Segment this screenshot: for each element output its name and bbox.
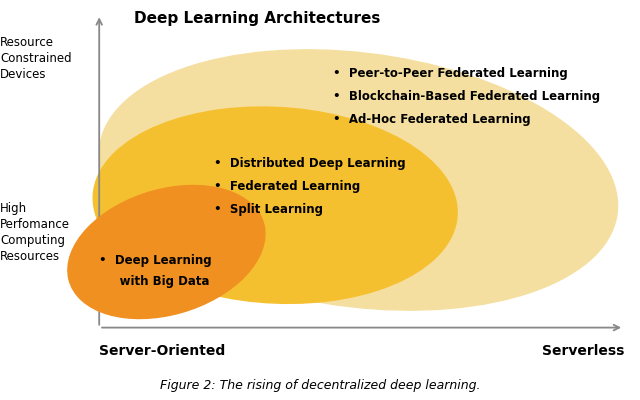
Ellipse shape — [93, 107, 457, 303]
Text: •  Distributed Deep Learning: • Distributed Deep Learning — [214, 157, 406, 170]
Ellipse shape — [68, 186, 265, 318]
Text: High
Perfomance
Computing
Resources: High Perfomance Computing Resources — [0, 202, 70, 262]
Text: •  Blockchain-Based Federated Learning: • Blockchain-Based Federated Learning — [333, 90, 600, 103]
Text: Figure 2: The rising of decentralized deep learning.: Figure 2: The rising of decentralized de… — [160, 379, 480, 392]
Text: •  Peer-to-Peer Federated Learning: • Peer-to-Peer Federated Learning — [333, 67, 568, 80]
Ellipse shape — [99, 50, 618, 310]
Text: Deep Learning Architectures: Deep Learning Architectures — [134, 11, 381, 26]
Text: •  Split Learning: • Split Learning — [214, 204, 323, 216]
Text: with Big Data: with Big Data — [99, 275, 210, 288]
Text: Serverless: Serverless — [541, 344, 624, 358]
Text: •  Ad-Hoc Federated Learning: • Ad-Hoc Federated Learning — [333, 114, 531, 126]
Text: Server-Oriented: Server-Oriented — [99, 344, 225, 358]
Text: •  Deep Learning: • Deep Learning — [99, 254, 212, 267]
Text: Resource
Constrained
Devices: Resource Constrained Devices — [0, 36, 72, 81]
Text: •  Federated Learning: • Federated Learning — [214, 180, 361, 193]
